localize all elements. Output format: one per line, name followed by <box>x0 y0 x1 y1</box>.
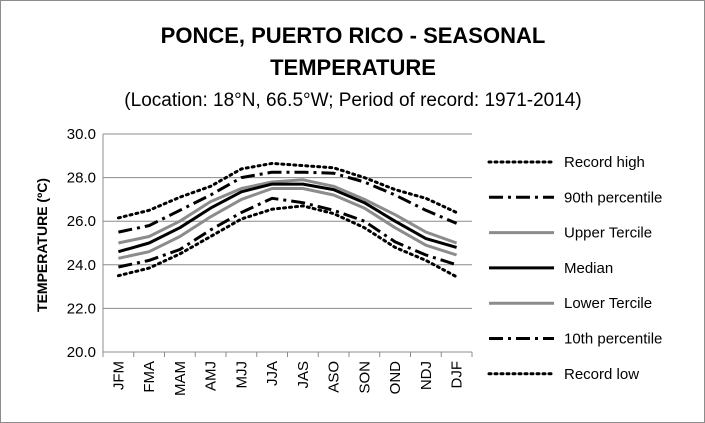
y-axis-label: TEMPERATURE (ºC) <box>34 178 50 312</box>
x-tick-label: JJA <box>264 361 281 386</box>
y-tick-label: 30.0 <box>67 126 96 143</box>
chart-subtitle: (Location: 18°N, 66.5°W; Period of recor… <box>124 90 581 111</box>
legend-label: Upper Tercile <box>564 225 652 242</box>
legend-label: 10th percentile <box>564 331 662 348</box>
series-line <box>116 161 459 220</box>
series-line <box>118 178 458 245</box>
x-tick-label: MJJ <box>233 361 250 389</box>
series-lines <box>116 161 459 279</box>
chart-title-line-1: PONCE, PUERTO RICO - SEASONAL <box>161 23 546 48</box>
y-tick-label: 26.0 <box>67 213 96 230</box>
x-tick-label: AMJ <box>203 361 220 391</box>
gridlines <box>103 133 472 309</box>
legend-label: Record high <box>564 154 645 171</box>
y-tick-label: 22.0 <box>67 300 96 317</box>
y-tick-label: 24.0 <box>67 257 96 274</box>
legend: Record high 90th percentile Upper Tercile M… <box>487 154 662 383</box>
x-tick-label: NDJ <box>418 361 435 390</box>
series-line <box>117 182 458 254</box>
x-tick-label: DJF <box>449 361 466 389</box>
series-line <box>118 170 458 234</box>
chart-title-line-2: TEMPERATURE <box>270 55 436 80</box>
legend-label: Median <box>564 260 613 277</box>
series-line <box>118 196 458 269</box>
x-tick-label: OND <box>387 361 404 395</box>
x-tick-label: SON <box>356 361 373 394</box>
x-tick-label: ASO <box>326 361 343 393</box>
x-tick-label: FMA <box>141 361 158 393</box>
series-line <box>116 204 459 279</box>
y-tick-label: 20.0 <box>67 344 96 361</box>
x-tick-label: JFM <box>110 361 127 390</box>
legend-label: Lower Tercile <box>564 295 652 312</box>
axes: 20.0 22.0 24.0 26.0 28.0 30.0 JFM FMA MAM AMJ MJJ J… <box>67 126 473 396</box>
series-line <box>118 187 458 260</box>
legend-label: 90th percentile <box>564 189 662 206</box>
x-tick-label: JAS <box>295 361 312 389</box>
x-tick-label: MAM <box>172 361 189 396</box>
legend-label: Record low <box>564 366 639 383</box>
y-tick-label: 28.0 <box>67 170 96 187</box>
